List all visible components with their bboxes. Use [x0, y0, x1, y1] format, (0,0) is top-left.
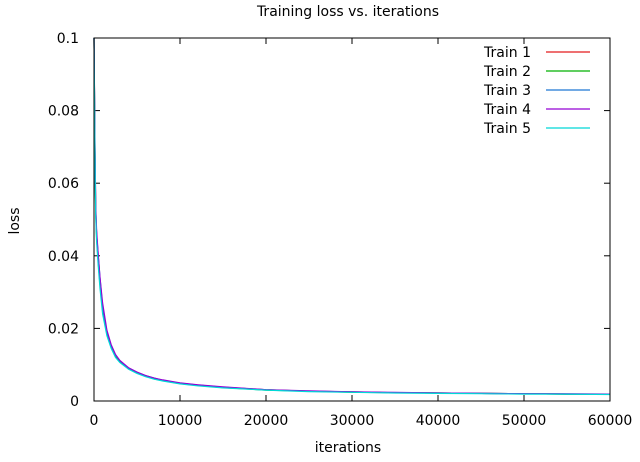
y-tick-label: 0.1 [57, 31, 79, 47]
legend: Train 1 Train 2 Train 3 Train 4 Train 5 [483, 45, 590, 137]
y-tick-label: 0.08 [48, 104, 79, 120]
x-axis-label: iterations [315, 440, 381, 456]
y-tick-label: 0.04 [48, 249, 79, 265]
plot-area [93, 37, 611, 396]
plot-frame [93, 37, 611, 402]
series-line-4 [93, 37, 611, 395]
x-tick-label: 30000 [330, 413, 375, 429]
axis-ticks: 0 0.02 0.04 0.06 0.08 0.1 0 10000 20000 30000 4000… [48, 31, 632, 429]
legend-label-2: Train 2 [483, 64, 531, 80]
series-line-2 [93, 37, 610, 395]
x-tick-label: 50000 [502, 413, 547, 429]
y-tick-label: 0 [70, 394, 79, 410]
legend-label-1: Train 1 [483, 45, 531, 61]
y-tick-label: 0.06 [48, 176, 79, 192]
x-tick-label: 0 [90, 413, 99, 429]
x-tick-label: 60000 [588, 413, 633, 429]
x-tick-label: 40000 [416, 413, 461, 429]
y-axis-label: loss [7, 207, 23, 234]
legend-label-5: Train 5 [483, 121, 531, 137]
series-line-1 [93, 37, 610, 395]
y-tick-label: 0.02 [48, 321, 79, 337]
legend-label-3: Train 3 [483, 83, 531, 99]
chart-title: Training loss vs. iterations [256, 4, 439, 20]
legend-label-4: Train 4 [483, 102, 531, 118]
series-line-5 [93, 37, 611, 396]
x-tick-label: 20000 [244, 413, 289, 429]
series-line-3 [93, 37, 610, 395]
x-tick-label: 10000 [158, 413, 203, 429]
